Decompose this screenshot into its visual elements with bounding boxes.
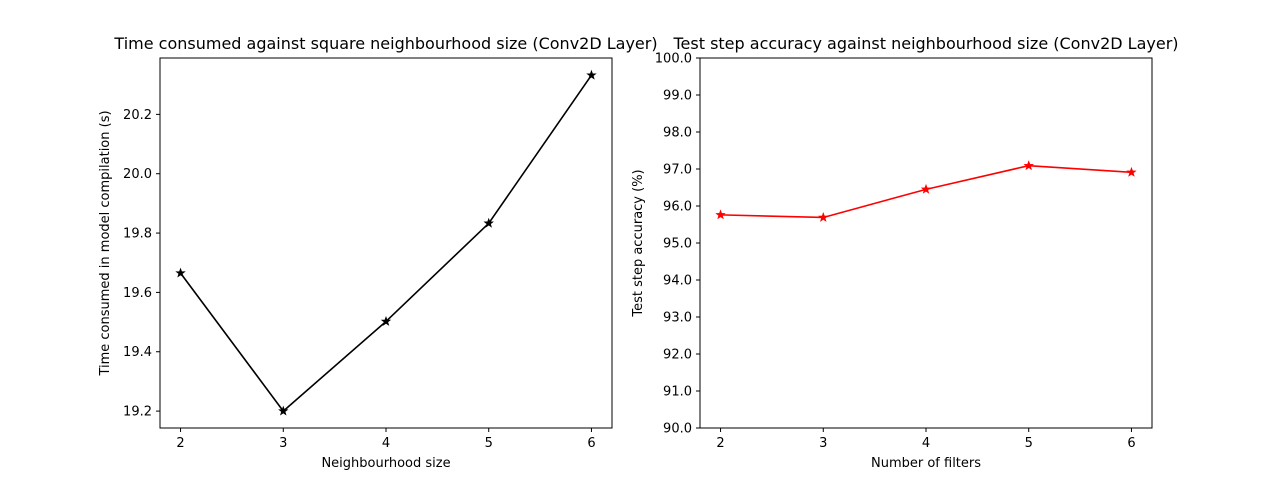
y-tick-label: 98.0 — [663, 126, 692, 141]
y-tick-label: 95.0 — [663, 237, 692, 252]
data-point-star — [920, 183, 932, 194]
y-tick-label: 90.0 — [663, 422, 692, 437]
x-tick-label: 4 — [382, 436, 390, 451]
y-tick-label: 20.0 — [123, 167, 152, 182]
x-axis-label: Neighbourhood size — [321, 456, 450, 471]
x-tick-label: 5 — [485, 436, 493, 451]
data-point-star — [1126, 166, 1137, 177]
data-point-star — [586, 69, 597, 80]
x-tick-label: 3 — [819, 436, 827, 451]
x-tick-label: 6 — [1127, 436, 1135, 451]
x-axis-label: Number of filters — [871, 456, 981, 471]
x-tick-label: 4 — [922, 436, 930, 451]
chart-time-consumed: 2 3 4 5 6 19.2 19.4 19.6 19.8 20.0 20.2 Time consum… — [98, 34, 658, 471]
x-tick-label: 2 — [716, 436, 724, 451]
data-point-star — [175, 267, 186, 278]
x-tick-label: 5 — [1025, 436, 1033, 451]
y-tick-label: 91.0 — [663, 385, 692, 400]
y-tick-label: 94.0 — [663, 274, 692, 289]
y-tick-label: 19.8 — [123, 227, 152, 242]
y-tick-label: 100.0 — [655, 52, 692, 67]
y-tick-label: 19.6 — [123, 286, 152, 301]
y-tick-label: 20.2 — [123, 108, 152, 123]
data-point-star — [1023, 160, 1034, 171]
y-tick-label: 19.4 — [123, 345, 152, 360]
x-tick-label: 6 — [587, 436, 595, 451]
x-tick-label: 2 — [176, 436, 184, 451]
data-point-star — [715, 209, 726, 220]
y-tick-label: 96.0 — [663, 200, 692, 215]
y-tick-label: 99.0 — [663, 89, 692, 104]
y-tick-label: 92.0 — [663, 348, 692, 363]
chart-title: Time consumed against square neighbourho… — [113, 34, 657, 53]
data-point-star — [278, 405, 289, 416]
chart-test-accuracy: 2 3 4 5 6 90.0 91.0 92.0 93.0 94.0 95.0 96.0 97.0 98.… — [631, 34, 1179, 471]
y-tick-label: 93.0 — [663, 311, 692, 326]
x-tick-label: 3 — [279, 436, 287, 451]
data-point-star — [818, 211, 829, 222]
y-axis-label: Test step accuracy (%) — [631, 169, 646, 317]
y-axis-label: Time consumed in model compilation (s) — [98, 110, 113, 376]
y-tick-label: 19.2 — [123, 405, 152, 420]
data-point-star — [380, 316, 392, 326]
y-tick-label: 97.0 — [663, 163, 692, 178]
data-point-star — [483, 217, 494, 228]
chart-title: Test step accuracy against neighbourhood… — [672, 34, 1178, 53]
